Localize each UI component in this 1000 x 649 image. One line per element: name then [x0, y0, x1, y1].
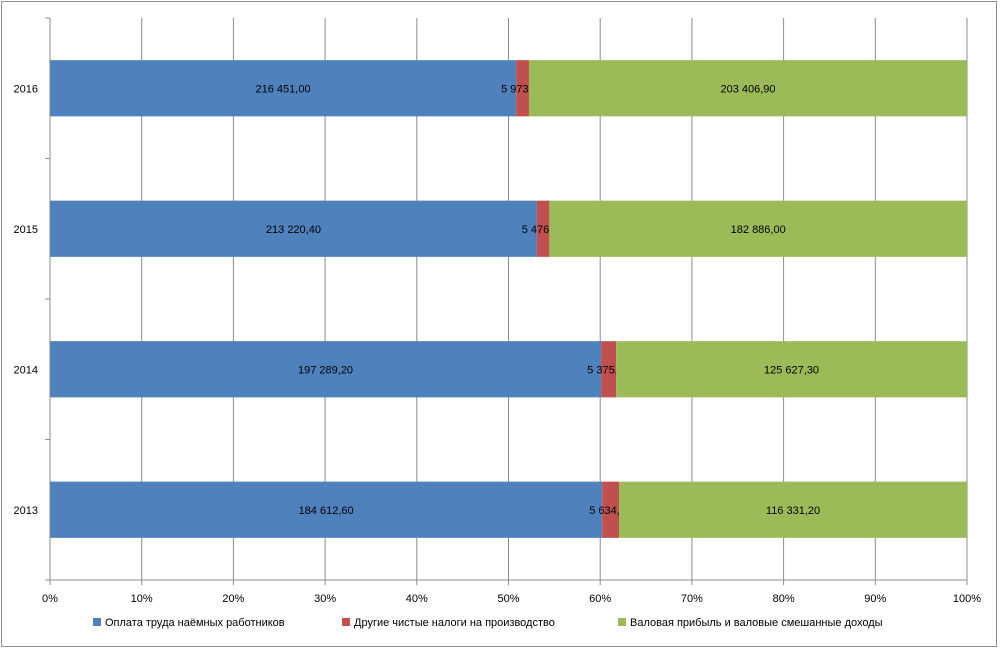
legend-label: Другие чистые налоги на производство — [354, 617, 555, 629]
bar-segment — [50, 200, 537, 257]
bar-segment — [619, 481, 967, 538]
y-category-label: 2016 — [14, 83, 38, 95]
data-label: 182 886,00 — [731, 224, 786, 236]
data-label: 184 612,60 — [299, 505, 354, 517]
bar-segment — [50, 481, 603, 538]
legend-label: Валовая прибыль и валовые смешанные дохо… — [630, 617, 883, 629]
data-label: 203 406,90 — [720, 83, 775, 95]
legend-swatch — [618, 618, 626, 626]
data-label: 216 451,00 — [256, 83, 311, 95]
bar-segment — [602, 481, 620, 538]
bar-segment — [616, 341, 967, 398]
y-category-label: 2013 — [14, 505, 38, 517]
data-label: 197 289,20 — [298, 364, 353, 376]
x-tick-label: 40% — [406, 593, 428, 605]
legend-label: Оплата труда наёмных работников — [105, 617, 285, 629]
x-tick-label: 90% — [864, 593, 886, 605]
y-category-label: 2014 — [14, 364, 38, 376]
bar-segment — [50, 341, 602, 398]
x-tick-label: 50% — [497, 593, 519, 605]
data-label: 213 220,40 — [266, 224, 321, 236]
bar-segment — [528, 60, 967, 117]
y-category-label: 2015 — [14, 224, 38, 236]
bar-segment — [549, 200, 967, 257]
x-tick-label: 70% — [681, 593, 703, 605]
x-tick-label: 100% — [953, 593, 981, 605]
x-tick-label: 30% — [314, 593, 336, 605]
x-tick-label: 20% — [222, 593, 244, 605]
legend-swatch — [342, 618, 350, 626]
data-label: 125 627,30 — [764, 364, 819, 376]
x-tick-label: 0% — [42, 593, 58, 605]
bar-segment — [601, 341, 617, 398]
legend-swatch — [93, 618, 101, 626]
bar-segment — [536, 200, 550, 257]
bar-segment — [50, 60, 517, 117]
x-tick-label: 10% — [131, 593, 153, 605]
bar-segment — [516, 60, 529, 117]
x-tick-label: 80% — [773, 593, 795, 605]
data-label: 116 331,20 — [766, 505, 820, 517]
x-tick-label: 60% — [589, 593, 611, 605]
